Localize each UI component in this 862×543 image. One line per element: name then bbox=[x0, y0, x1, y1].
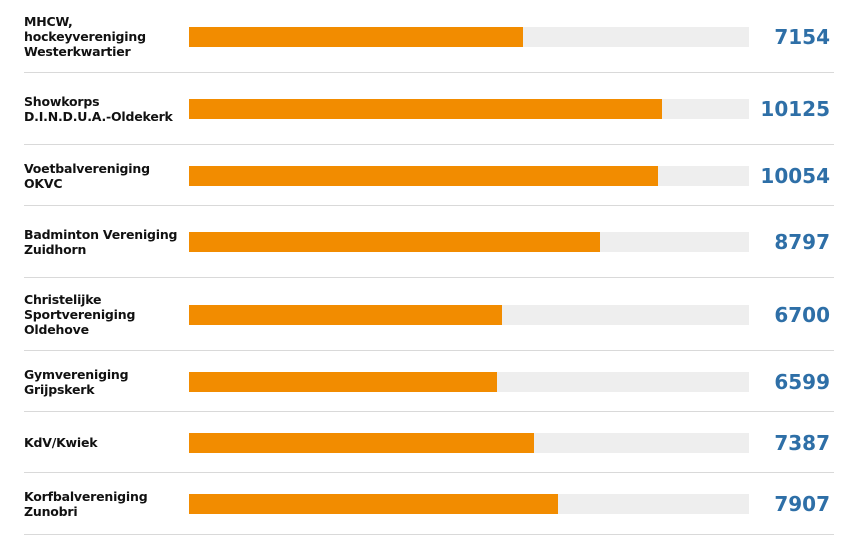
value-label: 6599 bbox=[774, 369, 830, 394]
value-label: 7387 bbox=[774, 430, 830, 455]
category-label: Gymvereniging Grijpskerk bbox=[24, 366, 129, 397]
bar bbox=[189, 371, 497, 392]
category-label: Showkorps D.I.N.D.U.A.-Oldekerk bbox=[24, 94, 173, 124]
bar-row: Voetbalvereniging OKVC 10054 bbox=[24, 145, 834, 206]
category-label: MHCW, hockeyvereniging Westerkwartier bbox=[24, 14, 146, 59]
bar-track bbox=[189, 494, 749, 514]
bar bbox=[189, 99, 662, 119]
bar bbox=[189, 165, 659, 186]
value-label: 10054 bbox=[760, 163, 830, 188]
bar bbox=[189, 26, 523, 47]
category-label: Christelijke Sportvereniging Oldehove bbox=[24, 292, 136, 337]
category-label: KdV/Kwiek bbox=[24, 435, 98, 450]
bar-track bbox=[189, 99, 749, 119]
category-label: Korfbalvereniging Zunobri bbox=[24, 489, 148, 519]
bar-track bbox=[189, 26, 749, 47]
value-label: 7154 bbox=[774, 24, 830, 49]
bar-row: KdV/Kwiek 7387 bbox=[24, 412, 834, 473]
bar-track bbox=[189, 371, 749, 392]
category-label: Badminton Vereniging Zuidhorn bbox=[24, 227, 178, 257]
bar-track bbox=[189, 232, 749, 252]
bar bbox=[189, 494, 558, 514]
value-label: 7907 bbox=[774, 492, 830, 516]
bar-track bbox=[189, 165, 749, 186]
value-label: 10125 bbox=[760, 97, 830, 121]
value-label: 6700 bbox=[774, 302, 830, 327]
bar-row: Showkorps D.I.N.D.U.A.-Oldekerk 10125 bbox=[24, 73, 834, 145]
bar bbox=[189, 304, 502, 325]
value-label: 8797 bbox=[774, 230, 830, 254]
category-label: Voetbalvereniging OKVC bbox=[24, 160, 150, 191]
bar-track bbox=[189, 432, 749, 453]
bar-row: Badminton Vereniging Zuidhorn 8797 bbox=[24, 206, 834, 278]
bar-row: MHCW, hockeyvereniging Westerkwartier 715… bbox=[24, 0, 834, 73]
bar-track bbox=[189, 304, 749, 325]
bar-row: Christelijke Sportvereniging Oldehove 670… bbox=[24, 278, 834, 351]
bar bbox=[189, 432, 534, 453]
bar bbox=[189, 232, 600, 252]
bar-row: Korfbalvereniging Zunobri 7907 bbox=[24, 473, 834, 535]
bar-row: Gymvereniging Grijpskerk 6599 bbox=[24, 351, 834, 412]
